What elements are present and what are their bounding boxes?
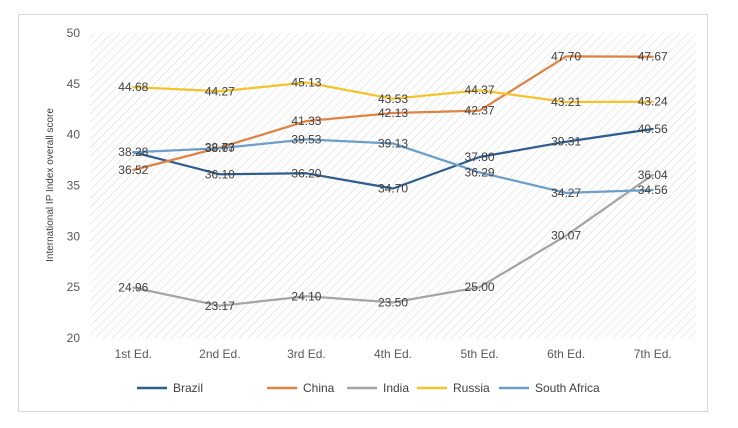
data-label-india: 24.96 xyxy=(118,281,148,295)
data-label-south-africa: 34.56 xyxy=(638,183,668,197)
x-tick-label: 7th Ed. xyxy=(634,347,672,361)
y-tick-label: 40 xyxy=(67,128,81,142)
data-label-south-africa: 38.67 xyxy=(205,141,235,155)
data-label-india: 30.07 xyxy=(551,229,581,243)
data-label-russia: 43.24 xyxy=(638,95,668,109)
x-tick-label: 5th Ed. xyxy=(461,347,499,361)
data-label-south-africa: 39.13 xyxy=(378,137,408,151)
data-label-brazil: 36.10 xyxy=(205,167,235,181)
data-label-india: 24.10 xyxy=(291,289,321,303)
legend-label: Russia xyxy=(453,381,490,395)
line-chart: International IP Index overall score 202… xyxy=(45,26,696,395)
series-line-south-africa xyxy=(132,138,654,195)
data-label-china: 42.13 xyxy=(378,106,408,120)
data-label-russia: 44.37 xyxy=(465,83,495,97)
data-label-brazil: 38.28 xyxy=(118,145,148,159)
legend-label: India xyxy=(383,381,409,395)
data-label-india: 23.50 xyxy=(378,295,408,309)
data-label-south-africa: 36.29 xyxy=(465,165,495,179)
data-label-russia: 43.53 xyxy=(378,92,408,106)
y-axis: 20 25 30 35 40 45 50 xyxy=(67,26,81,345)
data-label-brazil: 37.80 xyxy=(465,150,495,164)
data-label-brazil: 34.70 xyxy=(378,182,408,196)
legend-label: South Africa xyxy=(535,381,600,395)
plot-area xyxy=(90,33,696,338)
data-label-russia: 44.27 xyxy=(205,84,235,98)
x-tick-label: 6th Ed. xyxy=(547,347,585,361)
data-label-china: 47.67 xyxy=(638,50,668,64)
series-line-russia xyxy=(132,81,654,104)
y-tick-label: 35 xyxy=(67,179,81,193)
data-label-china: 41.33 xyxy=(291,114,321,128)
data-label-russia: 45.13 xyxy=(291,76,321,90)
x-tick-label: 2nd Ed. xyxy=(199,347,240,361)
data-label-india: 23.17 xyxy=(205,299,235,313)
x-axis: 1st Ed. 2nd Ed. 3rd Ed. 4th Ed. 5th Ed. 6th E… xyxy=(115,347,672,361)
legend-label: China xyxy=(303,381,335,395)
chart-frame: International IP Index overall score 20 2… xyxy=(18,14,708,412)
y-axis-title: International IP Index overall score xyxy=(45,108,56,262)
data-label-china: 47.70 xyxy=(551,49,581,63)
data-label-brazil: 40.56 xyxy=(638,122,668,136)
data-label-china: 38.73 xyxy=(205,141,235,155)
x-tick-label: 4th Ed. xyxy=(374,347,412,361)
data-label-south-africa: 34.27 xyxy=(551,186,581,200)
series-line-india xyxy=(132,173,654,307)
data-label-china: 36.52 xyxy=(118,163,148,177)
y-tick-label: 25 xyxy=(67,280,81,294)
data-label-brazil: 39.31 xyxy=(551,135,581,149)
series-line-brazil xyxy=(132,127,654,190)
data-labels: 38.28 36.10 36.20 34.70 37.80 39.31 40.56 36.52… xyxy=(118,49,668,312)
data-label-south-africa: 39.53 xyxy=(291,132,321,146)
data-label-india: 36.04 xyxy=(638,168,668,182)
data-label-russia: 44.68 xyxy=(118,80,148,94)
data-label-russia: 43.21 xyxy=(551,95,581,109)
x-tick-label: 3rd Ed. xyxy=(287,347,326,361)
legend-label: Brazil xyxy=(173,381,203,395)
y-tick-label: 45 xyxy=(67,77,81,91)
data-label-india: 25.00 xyxy=(465,280,495,294)
legend: Brazil China India Russia South Africa xyxy=(137,381,600,395)
x-tick-label: 1st Ed. xyxy=(115,347,152,361)
data-label-china: 42.37 xyxy=(465,104,495,118)
series-lines xyxy=(132,55,654,307)
y-tick-label: 20 xyxy=(67,331,81,345)
data-label-brazil: 36.20 xyxy=(291,166,321,180)
y-tick-label: 50 xyxy=(67,26,81,40)
y-tick-label: 30 xyxy=(67,229,81,243)
